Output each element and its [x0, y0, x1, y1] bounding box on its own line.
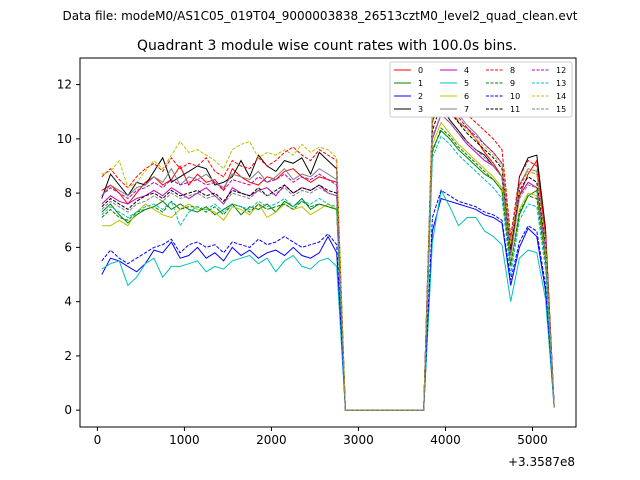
y-tick-label: 10	[57, 132, 72, 146]
series-line-8	[101, 86, 555, 411]
legend-label-6: 6	[464, 92, 469, 101]
x-tick-label: 2000	[256, 433, 287, 447]
legend-label-13: 13	[556, 79, 566, 88]
data-file-label: Data file: modeM0/AS1C05_019T04_90000038…	[62, 9, 577, 23]
chart-title: Quadrant 3 module wise count rates with …	[137, 38, 517, 54]
legend-box	[389, 61, 573, 118]
legend-label-4: 4	[464, 66, 469, 75]
series-line-13	[101, 135, 555, 411]
series-line-1	[101, 129, 555, 411]
x-tick-label: 4000	[430, 433, 461, 447]
x-tick-label: 3000	[343, 433, 374, 447]
series-line-6	[101, 121, 555, 411]
y-axis: 0 2 4 6 8 10 12	[57, 78, 80, 417]
plot-lines	[101, 86, 555, 411]
y-tick-label: 0	[64, 403, 72, 417]
series-line-15	[101, 113, 555, 411]
legend-label-14: 14	[556, 92, 566, 101]
series-line-9	[101, 127, 555, 411]
legend-label-9: 9	[510, 79, 515, 88]
y-tick-label: 8	[64, 186, 72, 200]
x-tick-label: 0	[94, 433, 102, 447]
legend-label-12: 12	[556, 66, 566, 75]
plot-frame	[79, 57, 577, 428]
legend-label-10: 10	[510, 92, 520, 101]
series-line-12	[101, 94, 555, 411]
series-line-5	[101, 188, 555, 411]
series-line-11	[101, 102, 555, 411]
y-tick-label: 4	[64, 295, 72, 309]
legend-label-1: 1	[418, 79, 423, 88]
legend-label-7: 7	[464, 105, 469, 114]
legend-label-11: 11	[510, 105, 520, 114]
y-tick-label: 12	[57, 78, 72, 92]
series-line-14	[101, 94, 555, 411]
series-line-2	[101, 197, 555, 411]
x-axis: 0 1000 2000 3000 4000 5000	[94, 427, 548, 447]
x-tick-label: 1000	[169, 433, 200, 447]
series-line-0	[101, 88, 555, 411]
legend-label-15: 15	[556, 105, 566, 114]
legend-label-8: 8	[510, 66, 515, 75]
legend-label-0: 0	[418, 66, 423, 75]
x-tick-label: 5000	[517, 433, 548, 447]
series-line-10	[101, 189, 555, 411]
series-line-7	[101, 91, 555, 411]
legend-label-3: 3	[418, 105, 423, 114]
legend-label-5: 5	[464, 79, 469, 88]
series-line-4	[101, 113, 555, 411]
y-tick-label: 6	[64, 240, 72, 254]
legend-label-2: 2	[418, 92, 423, 101]
y-tick-label: 2	[64, 349, 72, 363]
x-offset-label: +3.3587e8	[508, 455, 575, 469]
